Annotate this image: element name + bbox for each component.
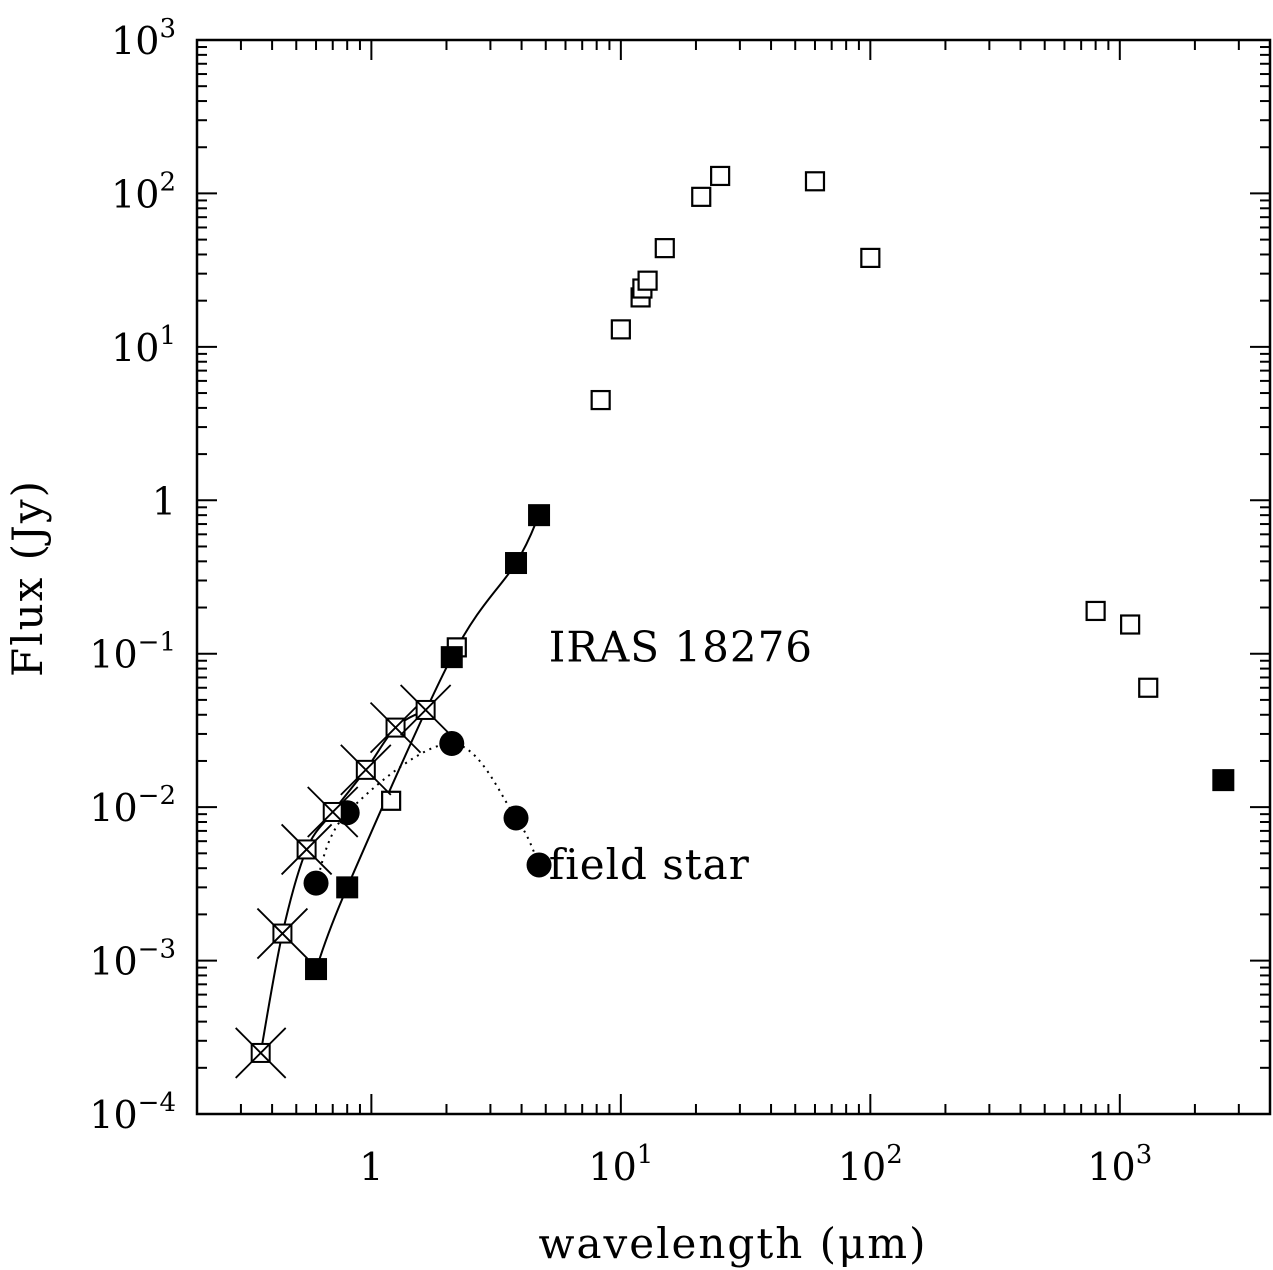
crossed-square-marker — [280, 823, 333, 876]
open-square-marker — [1120, 614, 1141, 635]
x-axis-title: wavelength (μm) — [539, 1219, 928, 1268]
y-tick-labels: 10−4 10−3 10−2 10−1 1 101 102 103 — [89, 14, 176, 1137]
x-tick-label: 101 — [588, 1140, 653, 1189]
open-square-marker — [710, 165, 731, 187]
open-square-marker — [654, 238, 675, 259]
y-axis-title: Flux (Jy) — [3, 479, 52, 677]
crossed-square-marker — [369, 701, 422, 754]
filled-square-marker — [505, 552, 528, 575]
y-tick-label: 102 — [111, 167, 176, 216]
y-tick-label: 10−1 — [89, 628, 176, 677]
filled-square-marker — [336, 876, 359, 899]
y-tick-label: 10−3 — [89, 935, 176, 984]
y-tick-label: 103 — [111, 14, 176, 63]
y-tick-label: 10−2 — [89, 781, 176, 830]
open-square-marker — [1085, 600, 1106, 622]
crossed-square-marker — [256, 907, 309, 960]
y-tick-label: 101 — [111, 321, 176, 370]
crossed-square-marker — [307, 786, 359, 838]
x-tick-label: 1 — [359, 1145, 383, 1189]
axis-ticks — [196, 39, 1271, 1115]
filled-square-marker — [305, 958, 328, 981]
filled-square-marker — [440, 646, 463, 669]
filled-circle-marker — [526, 852, 552, 878]
open-square-marker — [1138, 677, 1159, 698]
series-lines — [259, 514, 540, 1054]
filled-square-marker — [1212, 769, 1235, 792]
open-square-marker — [860, 247, 881, 269]
x-tick-labels: 1 101 102 103 — [359, 1140, 1152, 1189]
open-square-marker — [637, 270, 658, 291]
series-line — [315, 514, 540, 970]
open-square-marker — [804, 171, 826, 192]
open-square-marker — [381, 790, 402, 811]
filled-square-marker — [528, 504, 551, 527]
annotation-label: field star — [549, 840, 750, 889]
crossed-square-marker — [399, 684, 452, 736]
filled-circle-marker — [439, 730, 465, 756]
open-square-marker — [610, 319, 631, 340]
x-tick-label: 103 — [1087, 1140, 1152, 1189]
crossed-square-marker — [340, 744, 392, 796]
annotations: IRAS 18276 field star — [549, 622, 813, 889]
open-square-marker — [691, 186, 712, 207]
filled-circle-marker — [303, 870, 329, 896]
plot-frame — [195, 38, 1272, 1116]
y-tick-label: 10−4 — [89, 1088, 176, 1137]
filled-circle-marker — [503, 805, 529, 831]
crossed-square-marker — [235, 1027, 287, 1079]
data-markers — [235, 165, 1235, 1079]
annotation-label: IRAS 18276 — [549, 622, 813, 671]
y-tick-label: 1 — [152, 479, 176, 523]
open-square-marker — [590, 389, 611, 411]
x-tick-label: 102 — [838, 1140, 903, 1189]
